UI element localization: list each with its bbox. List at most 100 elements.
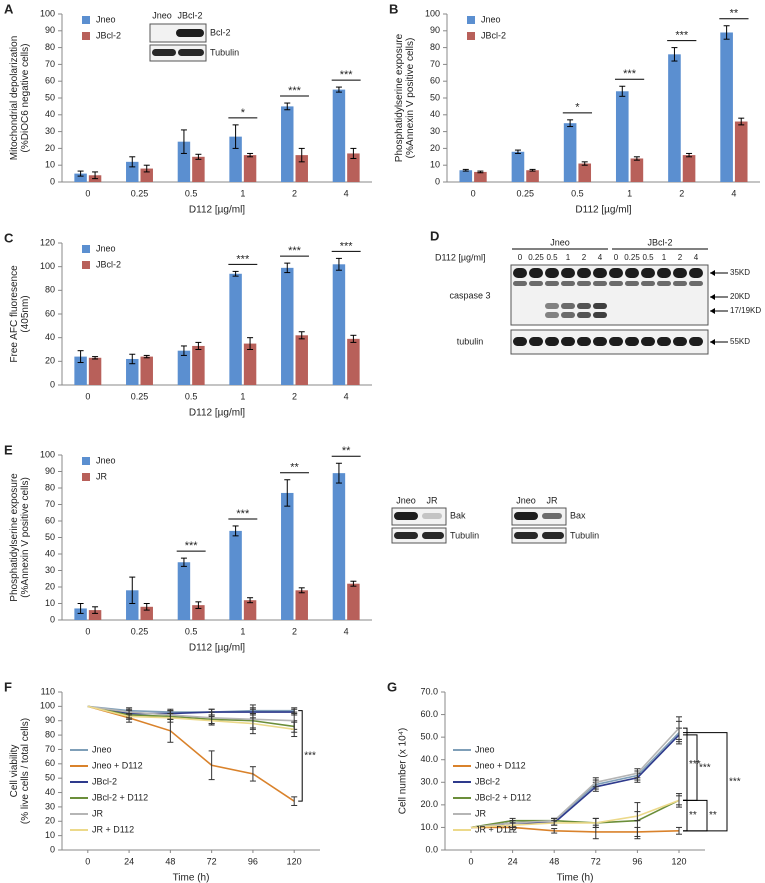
blot-band <box>673 268 687 278</box>
bar <box>192 605 205 620</box>
blot-lane: JBcl-2 <box>177 10 202 20</box>
y-tick-label: 10.0 <box>420 822 438 832</box>
marker-arrowhead <box>710 294 715 300</box>
bar <box>74 173 87 182</box>
blot-row: Tubulin <box>210 47 239 57</box>
blot-band <box>542 513 562 519</box>
significance-label: *** <box>304 751 316 762</box>
bar <box>332 264 346 385</box>
series-line <box>470 799 680 829</box>
blot-band <box>641 281 655 286</box>
significance-label: *** <box>288 85 302 97</box>
blot-band <box>513 281 527 286</box>
y-axis-title: (% live cells / total cells) <box>20 718 31 824</box>
blot-band <box>657 268 671 278</box>
y-tick-label: 10 <box>45 598 55 608</box>
blot-lane: 4 <box>694 253 699 262</box>
blot-band <box>625 268 639 278</box>
blot-band <box>178 49 204 56</box>
x-tick-label: 2 <box>292 188 297 198</box>
y-tick-label: 70 <box>45 744 55 754</box>
y-tick-label: 50 <box>45 92 55 102</box>
panel-label: A <box>4 1 14 16</box>
significance-label: ** <box>730 8 739 20</box>
significance-bracket <box>298 710 303 802</box>
y-tick-label: 60 <box>430 76 440 86</box>
bar <box>126 161 139 182</box>
y-tick-label: 80 <box>430 42 440 52</box>
blot-band <box>514 512 538 520</box>
blot-row: tubulin <box>457 336 484 346</box>
legend-swatch <box>82 245 90 253</box>
legend-label: Jneo <box>475 744 495 754</box>
blot-band <box>593 268 607 278</box>
x-tick-label: 0 <box>85 188 90 198</box>
y-tick-label: 90 <box>45 715 55 725</box>
legend-swatch <box>82 457 90 465</box>
blot-band <box>657 281 671 286</box>
group-label: Jneo <box>550 237 570 247</box>
y-tick-label: 10 <box>45 830 55 840</box>
bar <box>734 121 748 182</box>
bar <box>347 153 360 182</box>
legend-swatch <box>467 16 475 24</box>
y-tick-label: 60 <box>45 758 55 768</box>
significance-label: *** <box>729 776 741 787</box>
legend-swatch <box>467 32 475 40</box>
x-tick-label: 0.25 <box>131 391 149 401</box>
legend-label: JBcl-2 <box>96 30 121 40</box>
bar <box>720 32 733 183</box>
y-tick-label: 40 <box>45 548 55 558</box>
blot-band <box>689 268 703 278</box>
y-axis-title: (%Annexin V positive cells) <box>405 38 416 159</box>
blot-band <box>593 281 607 286</box>
blot-band <box>577 337 591 346</box>
bar <box>295 155 308 182</box>
y-tick-label: 100 <box>40 701 55 711</box>
y-tick-label: 20.0 <box>420 799 438 809</box>
y-tick-label: 60.0 <box>420 709 438 719</box>
legend-label: JBcl-2 <box>96 259 121 269</box>
blot-lane: 0 <box>614 253 619 262</box>
marker-arrowhead <box>710 308 715 314</box>
x-tick-label: 1 <box>627 188 632 198</box>
x-tick-label: 0.25 <box>516 188 534 198</box>
y-tick-label: 80 <box>45 42 55 52</box>
bar <box>229 136 242 182</box>
significance-label: *** <box>689 759 701 770</box>
x-tick-label: 0 <box>471 188 476 198</box>
x-tick-label: 1 <box>240 626 245 636</box>
bar <box>459 170 473 182</box>
y-tick-label: 100 <box>40 8 55 18</box>
y-tick-label: 30 <box>430 126 440 136</box>
bar <box>229 273 242 385</box>
blot-lane: 2 <box>678 253 683 262</box>
legend-label: JR + D112 <box>475 824 517 834</box>
bar <box>140 606 153 620</box>
y-tick-label: 20 <box>45 143 55 153</box>
blot-band <box>561 312 575 318</box>
blot-lane: 0 <box>518 253 523 262</box>
panel-label: E <box>4 442 13 457</box>
blot-band <box>561 303 575 309</box>
y-tick-label: 20 <box>45 356 55 366</box>
bar <box>511 151 525 182</box>
panel-label: F <box>4 679 12 694</box>
legend-label: Jneo + D112 <box>475 760 526 770</box>
y-axis-title: Mitochondrial depolarization <box>9 36 20 161</box>
x-tick-label: 24 <box>124 856 134 866</box>
legend-label: JR <box>92 808 104 818</box>
y-tick-label: 60 <box>45 515 55 525</box>
x-tick-label: 72 <box>591 856 601 866</box>
significance-label: *** <box>236 508 250 520</box>
bar <box>140 356 153 385</box>
bar <box>177 562 191 620</box>
y-tick-label: 0.0 <box>425 844 438 854</box>
x-tick-label: 120 <box>671 856 686 866</box>
x-tick-label: 96 <box>632 856 642 866</box>
x-axis-title: Time (h) <box>557 873 594 883</box>
series-line <box>470 732 680 829</box>
y-axis-title: Free AFC fluoresence <box>9 265 20 363</box>
bar <box>126 358 139 385</box>
blot-band <box>561 281 575 286</box>
